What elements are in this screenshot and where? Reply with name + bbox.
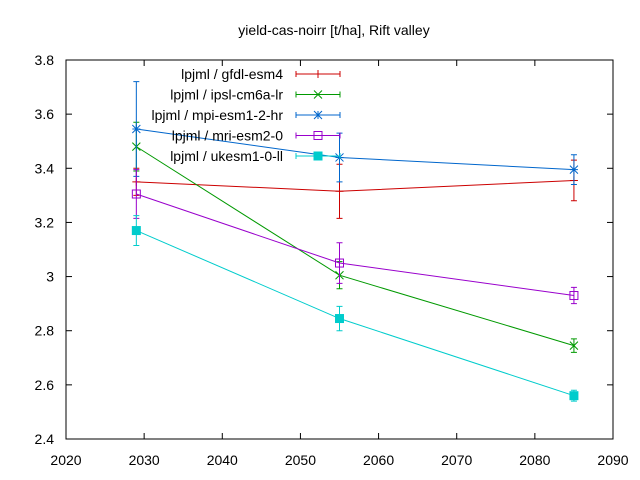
legend-marker [313, 90, 323, 99]
x-tick-label: 2020 [50, 452, 81, 468]
data-point [131, 124, 141, 134]
legend-entry: lpjml / mpi-esm1-2-hr [152, 107, 341, 123]
series-1 [132, 159, 578, 219]
data-point [335, 314, 344, 324]
y-tick-label: 3 [46, 269, 54, 285]
series-line [136, 146, 575, 347]
data-point [131, 226, 141, 236]
series-5 [131, 215, 579, 402]
legend-marker [314, 70, 322, 78]
data-point [569, 291, 579, 301]
x-tick-label: 2060 [363, 452, 394, 468]
data-point [131, 189, 141, 199]
legend-entry: lpjml / mri-esm2-0 [172, 128, 341, 144]
legend-error-caps [295, 71, 341, 77]
x-tick-label: 2040 [207, 452, 238, 468]
legend-marker [313, 131, 323, 140]
data-point [335, 258, 344, 268]
y-tick-label: 2.4 [35, 431, 55, 447]
y-tick-label: 3.8 [35, 52, 55, 68]
legend-marker [313, 151, 323, 161]
error-bar [133, 169, 140, 219]
x-tick-label: 2090 [597, 452, 628, 468]
legend-label: lpjml / ukesm1-0-ll [170, 148, 283, 164]
x-tick-label: 2070 [441, 452, 472, 468]
data-point [569, 165, 579, 174]
legend-label: lpjml / mpi-esm1-2-hr [152, 107, 284, 123]
plot-frame [65, 59, 614, 440]
error-bar [570, 286, 577, 305]
x-tick-label: 2050 [285, 452, 316, 468]
series-4 [131, 169, 579, 305]
legend-error-caps [295, 153, 341, 159]
y-tick-label: 3.6 [35, 106, 55, 122]
series-layer [131, 81, 579, 402]
legend-label: lpjml / mri-esm2-0 [172, 128, 283, 144]
y-tick-label: 3.2 [35, 214, 55, 230]
legend-error-caps [295, 132, 341, 139]
x-tick-label: 2030 [129, 452, 160, 468]
legend-entry: lpjml / ukesm1-0-ll [170, 148, 341, 164]
error-bar [336, 242, 343, 284]
y-tick-label: 2.8 [35, 323, 55, 339]
axes: 2020 2030 2040 2050 2060 2070 2080 2090 2.4 2.6 2.… [35, 52, 629, 468]
data-point [335, 187, 344, 196]
data-point [569, 391, 579, 401]
legend: lpjml / gfdl-esm4 lpjml / ipsl-cm6a-lr lpj… [152, 66, 341, 164]
data-point [569, 341, 579, 350]
legend-entry: lpjml / ipsl-cm6a-lr [170, 87, 341, 103]
legend-entry: lpjml / gfdl-esm4 [181, 66, 341, 82]
y-tick-label: 3.4 [35, 160, 55, 176]
legend-error-caps [295, 91, 341, 98]
y-tick-label: 2.6 [35, 377, 55, 393]
x-tick-label: 2080 [519, 452, 550, 468]
legend-label: lpjml / gfdl-esm4 [181, 66, 283, 82]
series-line [136, 230, 575, 397]
legend-marker [313, 110, 323, 120]
legend-error-caps [295, 112, 341, 118]
chart-title: yield-cas-noirr [t/ha], Rift valley [238, 22, 429, 38]
legend-label: lpjml / ipsl-cm6a-lr [170, 87, 283, 103]
series-line [136, 179, 574, 192]
